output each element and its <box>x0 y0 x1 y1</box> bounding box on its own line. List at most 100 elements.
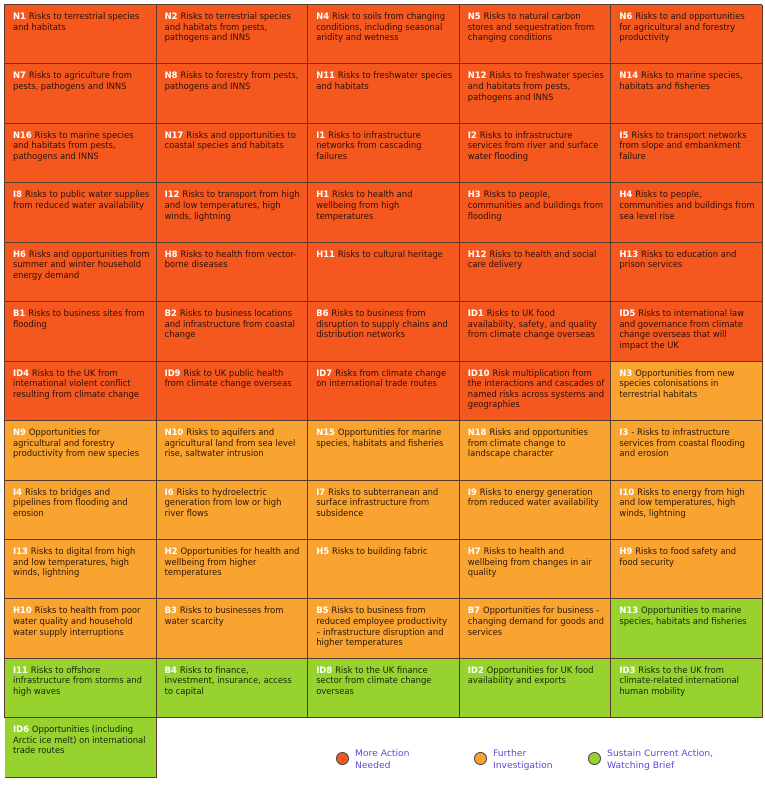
risk-cell-id2: ID2 Opportunities for UK food availabilit… <box>459 658 612 719</box>
risk-code: N9 <box>13 427 26 438</box>
risk-code: N15 <box>316 427 335 438</box>
risk-description: Risks to business sites from flooding <box>13 308 145 329</box>
red-dot-icon <box>336 752 349 765</box>
risk-code: N14 <box>619 70 639 81</box>
risk-code: ID10 <box>467 367 490 378</box>
risk-code: N12 <box>467 70 487 81</box>
risk-description: Risks to business locations and infrastr… <box>164 308 295 340</box>
risk-cell-h2: H2 Opportunities for health and wellbeing… <box>156 539 309 600</box>
risk-description: Risks to public water supplies from redu… <box>13 189 150 210</box>
risk-cell-h9: H9 Risks to food safety and food security <box>611 539 763 600</box>
legend-item-further-investigation: Further Investigation <box>474 748 565 771</box>
risk-cell-i10: I10 Risks to energy from high and low tem… <box>611 480 763 540</box>
risk-cell-n13: N13 Opportunities to marine species, habi… <box>611 599 763 659</box>
risk-description: Risks to hydroelectric generation from l… <box>164 486 282 518</box>
risk-cell-n1: N1 Risks to terrestrial species and habit… <box>5 5 157 65</box>
legend-label: Sustain Current Action, Watching Brief <box>607 748 714 771</box>
risk-cell-n6: N6 Risks to and opportunities for agricul… <box>611 5 763 65</box>
risk-code: B5 <box>316 605 329 616</box>
risk-description: Risks to infrastructure networks from ca… <box>316 129 422 162</box>
risk-code: N2 <box>164 11 178 21</box>
risk-description: Risks to building fabric <box>332 545 428 556</box>
risk-code: H12 <box>467 248 487 259</box>
risk-description: Risks to UK food availability, safety, a… <box>467 308 597 340</box>
risk-description: Risks to health and wellbeing from high … <box>316 189 413 221</box>
risk-cell-i4: I4 Risks to bridges and pipelines from fl… <box>5 480 157 540</box>
risk-code: B4 <box>164 664 177 675</box>
risk-description: Risks to and opportunities for agricultu… <box>619 11 745 43</box>
risk-description: Opportunities for agricultural and fores… <box>13 427 140 459</box>
orange-dot-icon <box>474 752 487 765</box>
risk-cell-n3: N3 Opportunities from new species colonis… <box>611 361 763 422</box>
risk-cell-b2: B2 Risks to business locations and infras… <box>156 302 309 362</box>
risk-code: B1 <box>13 308 26 319</box>
risk-code: B6 <box>316 308 329 319</box>
risk-description: Risks to agriculture from pests, pathoge… <box>13 70 132 92</box>
risk-code: N7 <box>13 70 26 81</box>
risk-description: Risks to freshwater species and habitats… <box>467 70 604 102</box>
risk-cell-id4: ID4 Risks to the UK from international vi… <box>5 361 157 422</box>
risk-code: H1 <box>316 189 330 200</box>
risk-description: Risks to cultural heritage <box>337 248 443 259</box>
risk-description: Risks to energy from high and low temper… <box>619 486 745 518</box>
risk-description: Risks to health from poor water quality … <box>13 605 141 637</box>
risk-code: I4 <box>13 486 22 497</box>
risk-code: ID8 <box>316 664 333 675</box>
risk-description: Risks to marine species and habitats fro… <box>13 129 134 162</box>
risk-cell-i1: I1 Risks to infrastructure networks from … <box>308 123 460 184</box>
risk-code: I9 <box>467 486 477 497</box>
risk-code: I5 <box>619 129 629 140</box>
risk-code: ID3 <box>619 664 636 675</box>
risk-cell-id1: ID1 Risks to UK food availability, safety… <box>459 302 612 362</box>
risk-code: ID6 <box>13 724 29 735</box>
risk-code: N13 <box>619 605 639 616</box>
risk-code: H10 <box>13 605 32 616</box>
risk-code: I8 <box>13 189 22 200</box>
risk-cell-b7: B7 Opportunities for business - changing … <box>459 599 612 659</box>
risk-grid: N1 Risks to terrestrial species and habit… <box>4 4 763 778</box>
risk-code: I11 <box>13 664 28 675</box>
risk-description: Risks to food safety and food security <box>619 545 737 567</box>
risk-description: Risks to international law and governanc… <box>619 308 745 350</box>
risk-code: I12 <box>164 189 180 200</box>
risk-description: Opportunities for UK food availability a… <box>467 664 594 686</box>
risk-description: Risks and opportunities from climate cha… <box>467 427 588 459</box>
risk-code: N4 <box>316 11 330 21</box>
risk-description: Risks to marine species, habitats and fi… <box>619 70 743 92</box>
risk-description: Risks to freshwater species and habitats <box>316 70 453 92</box>
empty-cell <box>308 718 460 778</box>
risk-code: ID1 <box>467 308 484 319</box>
risk-description: Risks to the UK from international viole… <box>13 367 139 399</box>
risk-cell-n14: N14 Risks to marine species, habitats and… <box>611 64 763 124</box>
risk-description: Risks to forestry from pests, pathogens … <box>164 70 299 92</box>
risk-code: N5 <box>467 11 481 21</box>
risk-cell-n2: N2 Risks to terrestrial species and habit… <box>156 5 309 65</box>
risk-description: Risks to people, communities and buildin… <box>467 189 604 221</box>
risk-cell-b3: B3 Risks to businesses from water scarcit… <box>156 599 309 659</box>
risk-cell-i8: I8 Risks to public water supplies from re… <box>5 183 157 243</box>
risk-description: Risks to transport networks from slope a… <box>619 129 747 162</box>
risk-description: Risks and opportunities from summer and … <box>13 248 150 280</box>
risk-description: Risks to health and social care delivery <box>467 248 597 270</box>
empty-cell <box>156 718 309 778</box>
risk-cell-n11: N11 Risks to freshwater species and habit… <box>308 64 460 124</box>
risk-cell-id7: ID7 Risks from climate change on internat… <box>308 361 460 422</box>
risk-description: Risks to energy generation from reduced … <box>467 486 599 508</box>
risk-code: N11 <box>316 70 335 81</box>
risk-description: Risks to people, communities and buildin… <box>619 189 755 221</box>
risk-description: Risks to the UK from climate-related int… <box>619 664 739 696</box>
risk-description: Risks from climate change on internation… <box>316 367 447 389</box>
risk-description: Risks to natural carbon stores and seque… <box>467 11 595 43</box>
risk-cell-n16: N16 Risks to marine species and habitats … <box>5 123 157 184</box>
risk-cell-n7: N7 Risks to agriculture from pests, patho… <box>5 64 157 124</box>
risk-code: B3 <box>164 605 177 616</box>
risk-cell-i2: I2 Risks to infrastructure services from … <box>459 123 612 184</box>
risk-code: B7 <box>467 605 480 616</box>
risk-code: H8 <box>164 248 178 259</box>
risk-description: Risks to infrastructure services from ri… <box>467 129 599 162</box>
risk-description: Risks to education and prison services <box>619 248 737 270</box>
risk-code: N10 <box>164 427 184 438</box>
risk-cell-b6: B6 Risks to business from disruption to s… <box>308 302 460 362</box>
risk-description: Risks to offshore infrastructure from st… <box>13 664 142 696</box>
legend: More Action Needed Further Investigation… <box>0 748 765 788</box>
